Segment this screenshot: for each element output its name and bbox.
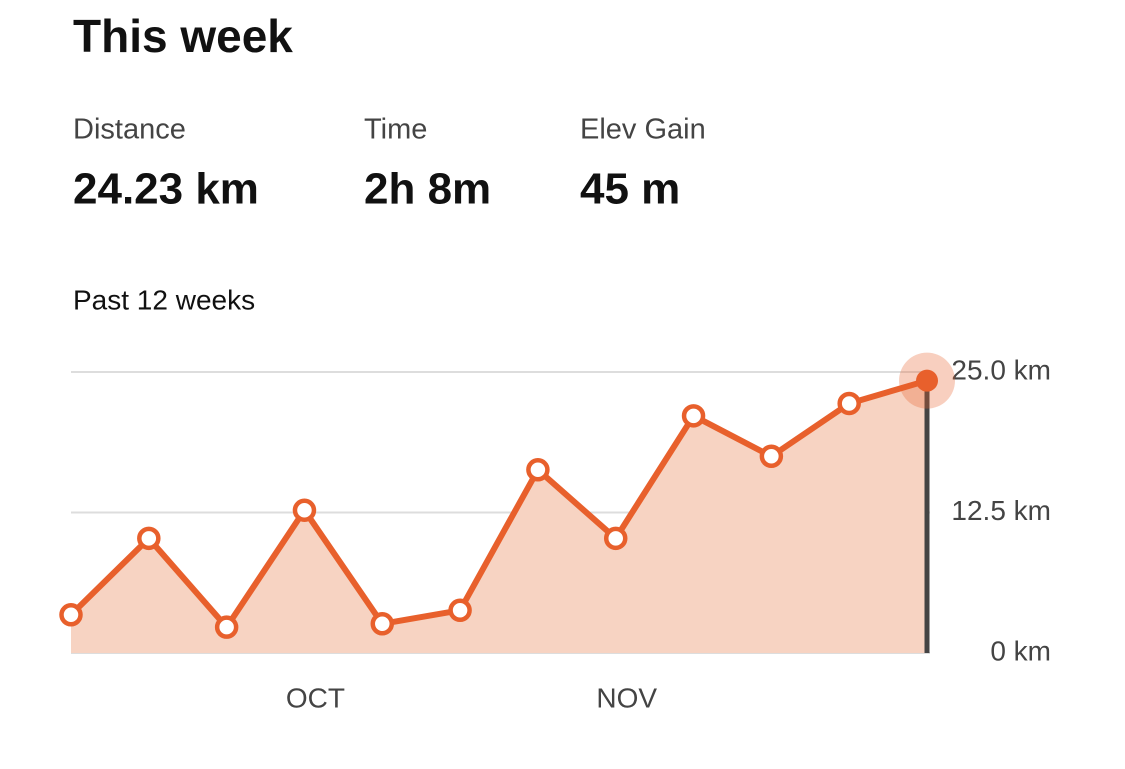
stat-label: Time [364, 114, 427, 146]
stat-value: 45 m [580, 165, 680, 214]
point [837, 391, 861, 416]
stat-value: 2h 8m [364, 165, 491, 214]
point [759, 444, 784, 469]
stat-label: Elev Gain [580, 114, 706, 146]
stat-label: Distance [73, 114, 186, 146]
point [603, 526, 628, 551]
x-tick-label: OCT [286, 682, 345, 713]
chart-subtitle: Past 12 weeks [73, 284, 255, 315]
line [68, 377, 928, 631]
y-tick-label: 0 km [990, 635, 1051, 666]
y-tick-label: 12.5 km [951, 495, 1051, 526]
title: This week [73, 10, 293, 62]
x-tick-label: NOV [596, 682, 657, 713]
point [448, 598, 472, 623]
point [59, 603, 83, 627]
point [370, 612, 395, 636]
point [292, 498, 317, 523]
stat-value: 24.23 km [73, 165, 259, 214]
point [916, 369, 938, 392]
point [137, 526, 161, 551]
area [71, 380, 927, 653]
point [214, 615, 239, 639]
point [681, 404, 706, 428]
point [526, 458, 550, 482]
y-tick-label: 25.0 km [951, 354, 1051, 385]
